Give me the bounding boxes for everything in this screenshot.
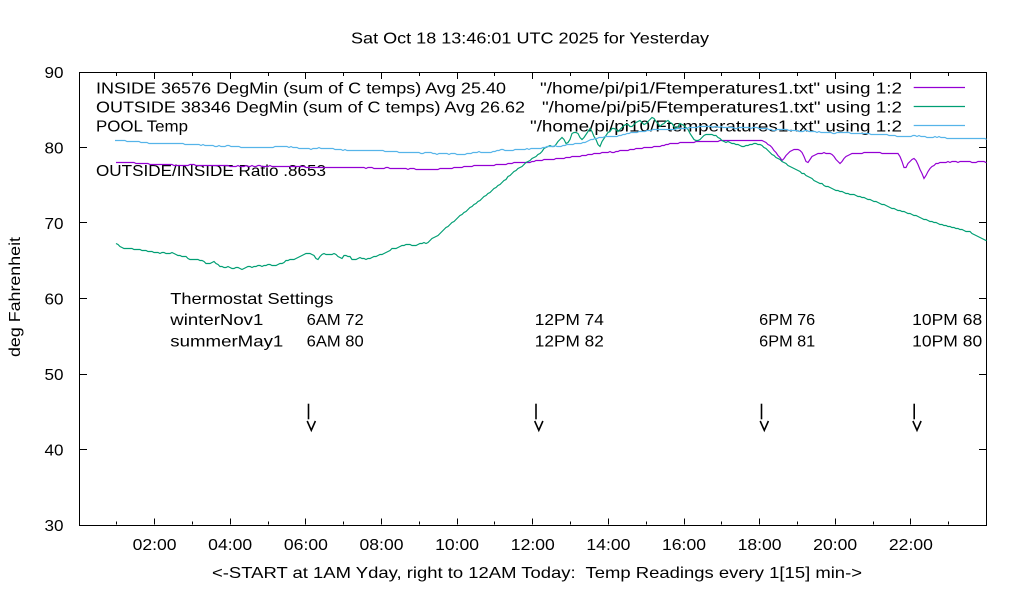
svg-text:OUTSIDE 38346 DegMin (sum of C: OUTSIDE 38346 DegMin (sum of C temps) Av… [96, 100, 525, 117]
svg-text:90: 90 [45, 65, 64, 82]
svg-text:70: 70 [45, 216, 64, 233]
svg-text:Sat Oct 18 13:46:01 UTC 2025 f: Sat Oct 18 13:46:01 UTC 2025 for Yesterd… [351, 30, 709, 47]
svg-text:10:00: 10:00 [435, 537, 479, 554]
svg-text:80: 80 [45, 140, 64, 157]
svg-text:12PM 82: 12PM 82 [535, 333, 604, 350]
svg-text:40: 40 [45, 442, 64, 459]
svg-text:"/home/pi/pi1/Ftemperatures1.t: "/home/pi/pi1/Ftemperatures1.txt" using … [540, 81, 902, 98]
svg-text:20:00: 20:00 [813, 537, 857, 554]
svg-text:deg Fahrenheit: deg Fahrenheit [7, 236, 24, 357]
svg-text:10PM 80: 10PM 80 [912, 333, 982, 350]
svg-text:summerMay1: summerMay1 [170, 333, 283, 350]
svg-text:06:00: 06:00 [284, 537, 328, 554]
svg-text:60: 60 [45, 291, 64, 308]
svg-text:30: 30 [45, 518, 64, 535]
svg-text:08:00: 08:00 [360, 537, 404, 554]
svg-text:10PM 68: 10PM 68 [912, 312, 982, 329]
svg-text:22:00: 22:00 [889, 537, 933, 554]
svg-text:POOL Temp: POOL Temp [96, 118, 188, 135]
svg-text:16:00: 16:00 [662, 537, 706, 554]
svg-text:50: 50 [45, 367, 64, 384]
svg-text:18:00: 18:00 [738, 537, 782, 554]
svg-text:INSIDE 36576 DegMin (sum of C: INSIDE 36576 DegMin (sum of C temps) Avg… [96, 81, 506, 98]
svg-text:winterNov1: winterNov1 [169, 312, 263, 329]
svg-text:<-START at 1AM Yday, right to: <-START at 1AM Yday, right to 12AM Today… [212, 565, 862, 582]
svg-text:02:00: 02:00 [133, 537, 177, 554]
svg-text:04:00: 04:00 [208, 537, 252, 554]
svg-text:OUTSIDE/INSIDE Ratio .8653: OUTSIDE/INSIDE Ratio .8653 [96, 163, 326, 180]
svg-text:6PM 76: 6PM 76 [759, 312, 815, 329]
svg-text:14:00: 14:00 [586, 537, 630, 554]
svg-text:12:00: 12:00 [511, 537, 555, 554]
svg-text:Thermostat Settings: Thermostat Settings [170, 291, 333, 308]
svg-text:6AM 72: 6AM 72 [307, 312, 364, 329]
svg-text:"/home/pi/pi5/Ftemperatures1.t: "/home/pi/pi5/Ftemperatures1.txt" using … [542, 100, 902, 117]
svg-text:12PM 74: 12PM 74 [535, 312, 604, 329]
svg-text:6AM 80: 6AM 80 [307, 333, 364, 350]
svg-text:6PM 81: 6PM 81 [759, 333, 815, 350]
